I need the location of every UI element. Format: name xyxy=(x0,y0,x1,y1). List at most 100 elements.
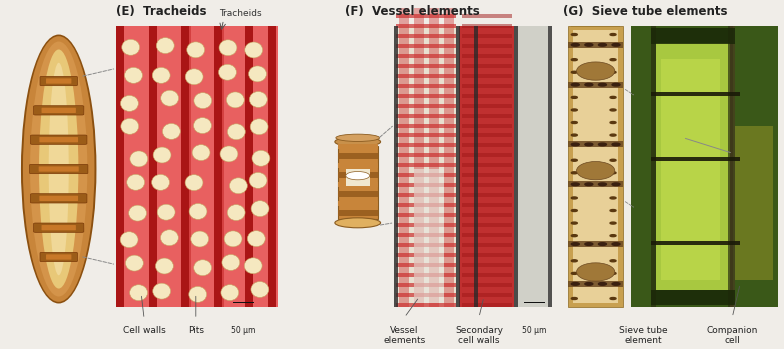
Ellipse shape xyxy=(336,134,379,141)
Text: Vessel
elements: Vessel elements xyxy=(383,326,426,345)
Bar xyxy=(400,257,409,267)
Circle shape xyxy=(572,209,577,211)
Bar xyxy=(397,233,456,237)
Ellipse shape xyxy=(121,95,139,111)
Bar xyxy=(474,26,478,307)
Bar xyxy=(445,177,454,187)
Circle shape xyxy=(572,159,577,161)
Bar xyxy=(462,154,512,157)
Bar xyxy=(462,263,512,267)
Bar xyxy=(415,88,424,98)
Bar xyxy=(568,141,623,147)
Ellipse shape xyxy=(251,201,269,217)
FancyBboxPatch shape xyxy=(46,254,71,260)
Bar xyxy=(338,172,378,178)
Bar xyxy=(415,107,424,118)
Bar xyxy=(430,267,439,277)
Bar xyxy=(735,126,773,280)
Bar xyxy=(728,26,733,307)
Bar xyxy=(445,297,454,307)
Ellipse shape xyxy=(245,42,263,58)
Bar xyxy=(116,26,270,307)
Circle shape xyxy=(610,34,616,36)
Bar xyxy=(445,127,454,138)
Bar xyxy=(400,58,409,68)
Bar xyxy=(462,14,512,18)
Circle shape xyxy=(572,44,579,46)
Bar xyxy=(394,26,398,307)
Bar xyxy=(430,58,439,68)
Ellipse shape xyxy=(49,63,69,275)
Bar xyxy=(400,147,409,157)
Bar xyxy=(430,187,439,197)
Circle shape xyxy=(572,59,577,61)
Ellipse shape xyxy=(576,263,615,281)
Bar xyxy=(651,92,740,96)
Bar xyxy=(430,78,439,88)
Circle shape xyxy=(585,44,593,46)
Bar xyxy=(462,303,512,307)
Bar xyxy=(415,169,445,304)
Bar xyxy=(397,263,456,267)
Circle shape xyxy=(610,71,616,73)
Bar xyxy=(400,267,409,277)
Bar xyxy=(338,153,378,158)
Ellipse shape xyxy=(194,260,212,276)
Bar xyxy=(191,26,216,307)
Bar xyxy=(400,8,409,18)
Bar xyxy=(400,157,409,168)
Ellipse shape xyxy=(249,66,267,82)
FancyBboxPatch shape xyxy=(42,225,76,230)
Ellipse shape xyxy=(194,92,212,109)
FancyBboxPatch shape xyxy=(38,166,78,172)
Bar xyxy=(655,43,730,290)
Circle shape xyxy=(610,209,616,211)
Ellipse shape xyxy=(335,218,380,228)
Bar xyxy=(338,201,378,206)
Bar xyxy=(462,143,512,147)
Ellipse shape xyxy=(127,174,144,190)
Bar xyxy=(445,197,454,207)
Bar xyxy=(445,28,454,38)
Bar xyxy=(397,133,456,138)
Bar xyxy=(415,207,424,217)
Circle shape xyxy=(572,172,577,174)
Bar xyxy=(338,144,378,149)
Ellipse shape xyxy=(21,35,96,304)
Bar xyxy=(445,38,454,48)
Bar xyxy=(397,34,456,38)
Bar xyxy=(415,297,424,307)
Bar xyxy=(397,213,456,217)
Circle shape xyxy=(572,109,577,111)
Bar xyxy=(415,197,424,207)
Ellipse shape xyxy=(155,258,173,274)
Circle shape xyxy=(572,34,577,36)
Circle shape xyxy=(572,235,577,237)
Bar xyxy=(459,26,514,307)
Bar xyxy=(445,187,454,197)
Bar xyxy=(430,157,439,168)
Circle shape xyxy=(610,121,616,124)
Circle shape xyxy=(585,283,593,285)
Ellipse shape xyxy=(153,283,171,299)
Ellipse shape xyxy=(23,36,94,302)
Ellipse shape xyxy=(122,39,140,55)
Bar xyxy=(338,163,378,168)
Bar xyxy=(397,54,456,58)
Circle shape xyxy=(598,143,606,146)
Ellipse shape xyxy=(248,231,265,247)
Text: (F)  Vessel elements: (F) Vessel elements xyxy=(345,5,480,18)
Text: (G)  Sieve tube elements: (G) Sieve tube elements xyxy=(564,5,728,18)
Bar xyxy=(445,237,454,247)
Bar xyxy=(397,193,456,197)
Bar xyxy=(651,26,655,307)
Bar xyxy=(430,48,439,58)
Bar xyxy=(400,98,409,107)
Bar xyxy=(400,68,409,78)
Bar xyxy=(415,78,424,88)
Bar xyxy=(430,177,439,187)
Bar xyxy=(415,177,424,187)
Bar xyxy=(651,157,740,161)
Bar xyxy=(400,88,409,98)
Bar xyxy=(430,127,439,138)
